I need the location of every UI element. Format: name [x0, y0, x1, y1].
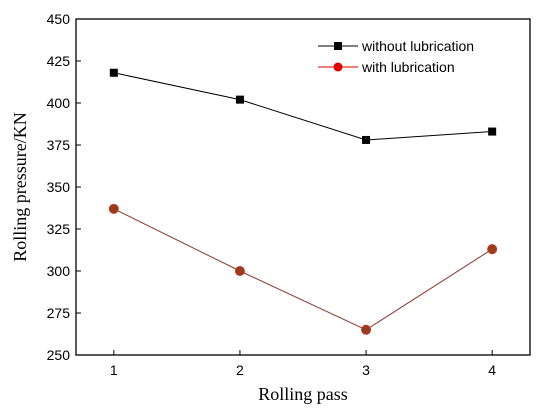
y-tick-label: 300 [47, 263, 71, 279]
y-tick-label: 400 [47, 95, 71, 111]
data-point [108, 203, 119, 214]
x-tick-label: 1 [110, 362, 118, 378]
series-line [113, 208, 493, 331]
y-tick-label: 450 [47, 11, 71, 27]
legend-marker [334, 42, 342, 50]
y-axis-title: Rolling pressure/KN [10, 112, 30, 261]
data-point [487, 244, 498, 255]
y-tick-label: 275 [47, 305, 71, 321]
x-tick-label: 2 [236, 362, 244, 378]
legend-label: without lubrication [361, 38, 474, 54]
data-point [109, 68, 118, 77]
data-point [361, 324, 372, 335]
series-layer [108, 68, 498, 335]
legend-label: with lubrication [361, 59, 455, 75]
plot-frame [75, 18, 531, 356]
y-tick-label: 425 [47, 53, 71, 69]
data-point [488, 127, 497, 136]
legend-marker [333, 62, 343, 72]
legend: without lubrication with lubrication [318, 38, 474, 75]
x-tick-label: 3 [362, 362, 370, 378]
y-tick-label: 375 [47, 137, 71, 153]
data-point [362, 135, 371, 144]
y-tick-label: 250 [47, 347, 71, 363]
y-tick-label: 350 [47, 179, 71, 195]
y-tick-label: 325 [47, 221, 71, 237]
data-point [234, 266, 245, 276]
data-point [235, 95, 244, 104]
x-tick-label: 4 [488, 362, 496, 378]
x-axis-title: Rolling pass [258, 384, 348, 404]
ticks-layer: 250 275 300 325 350 375 400 425 450 1 2 3 4 [47, 11, 497, 378]
series-line [113, 72, 493, 141]
